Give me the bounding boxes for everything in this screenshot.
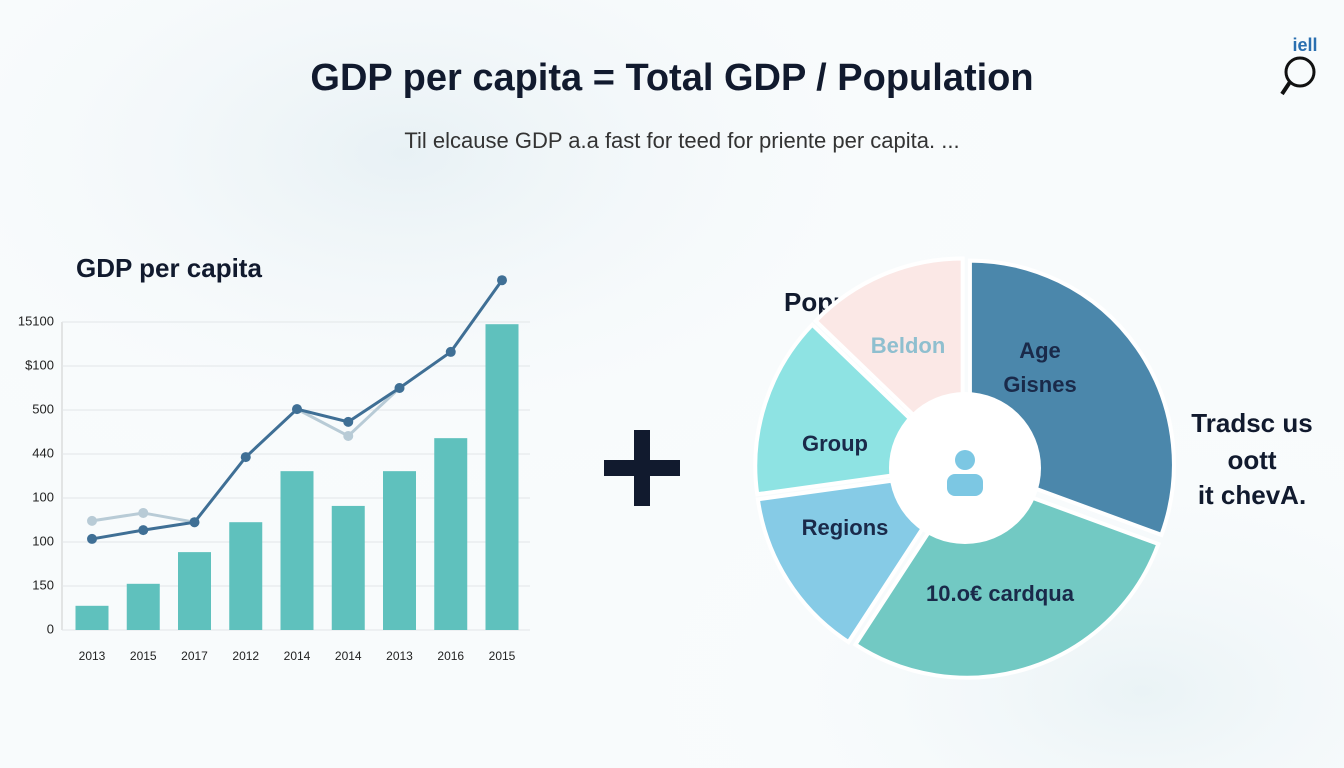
x-tick-label: 2015 [489,649,516,663]
line-point [343,430,354,441]
person-icon-head [955,450,975,470]
y-tick-label: 500 [32,401,54,416]
y-tick-label: 100 [32,533,54,548]
logo-handle [1280,80,1292,96]
pie-slice [852,471,1161,680]
note-line: it chevA. [1198,480,1306,510]
line-point [343,416,354,427]
note-line: oott [1227,445,1276,475]
x-tick-label: 2014 [284,649,311,663]
note-line: Tradsc us [1191,408,1312,438]
person-icon-body [947,474,983,496]
line-point [497,275,507,286]
line-point [240,452,251,463]
line-point [445,346,456,357]
subtitle: Til elcause GDP a.a fast for teed for pr… [404,128,959,153]
bar [126,583,160,630]
plus-sign [634,430,650,506]
y-tick-label: 15100 [18,313,54,328]
y-tick-label: 100 [32,489,54,504]
x-tick-label: 2017 [181,649,208,663]
line-point [87,515,97,526]
slice-label: Beldon [870,333,946,358]
bar [485,324,519,630]
bar [229,522,263,630]
title: GDP per capita = Total GDP / Population [310,57,1033,99]
logo-lens [1284,56,1316,88]
line-point [138,507,149,518]
y-tick-label: 0 [47,621,54,636]
line-point [138,525,149,536]
bar [75,605,109,630]
slice-label: 10.o€ cardqua [926,581,1074,606]
y-tick-label: 440 [32,445,54,460]
y-tick-label: $100 [25,357,54,372]
bar [331,505,365,630]
x-tick-label: 2013 [79,649,106,663]
slice-label: Regions [801,515,889,540]
slice-label: Age Gisnes [1003,338,1077,397]
line-point [87,533,97,544]
y-tick-label: 150 [32,577,54,592]
x-tick-label: 2014 [335,649,362,663]
x-tick-label: 2012 [232,649,259,663]
bar [434,438,468,630]
x-tick-label: 2016 [437,649,464,663]
logo: iell [1292,35,1317,55]
x-tick-label: 2015 [130,649,157,663]
bar [383,471,416,630]
bar [280,471,314,630]
line-point [394,383,405,393]
x-tick-label: 2013 [386,649,413,663]
slice-label: Group [802,431,868,456]
line-point [189,517,200,528]
line-point [292,404,302,415]
bar [178,552,211,630]
chart-title: GDP per capita [76,253,262,283]
